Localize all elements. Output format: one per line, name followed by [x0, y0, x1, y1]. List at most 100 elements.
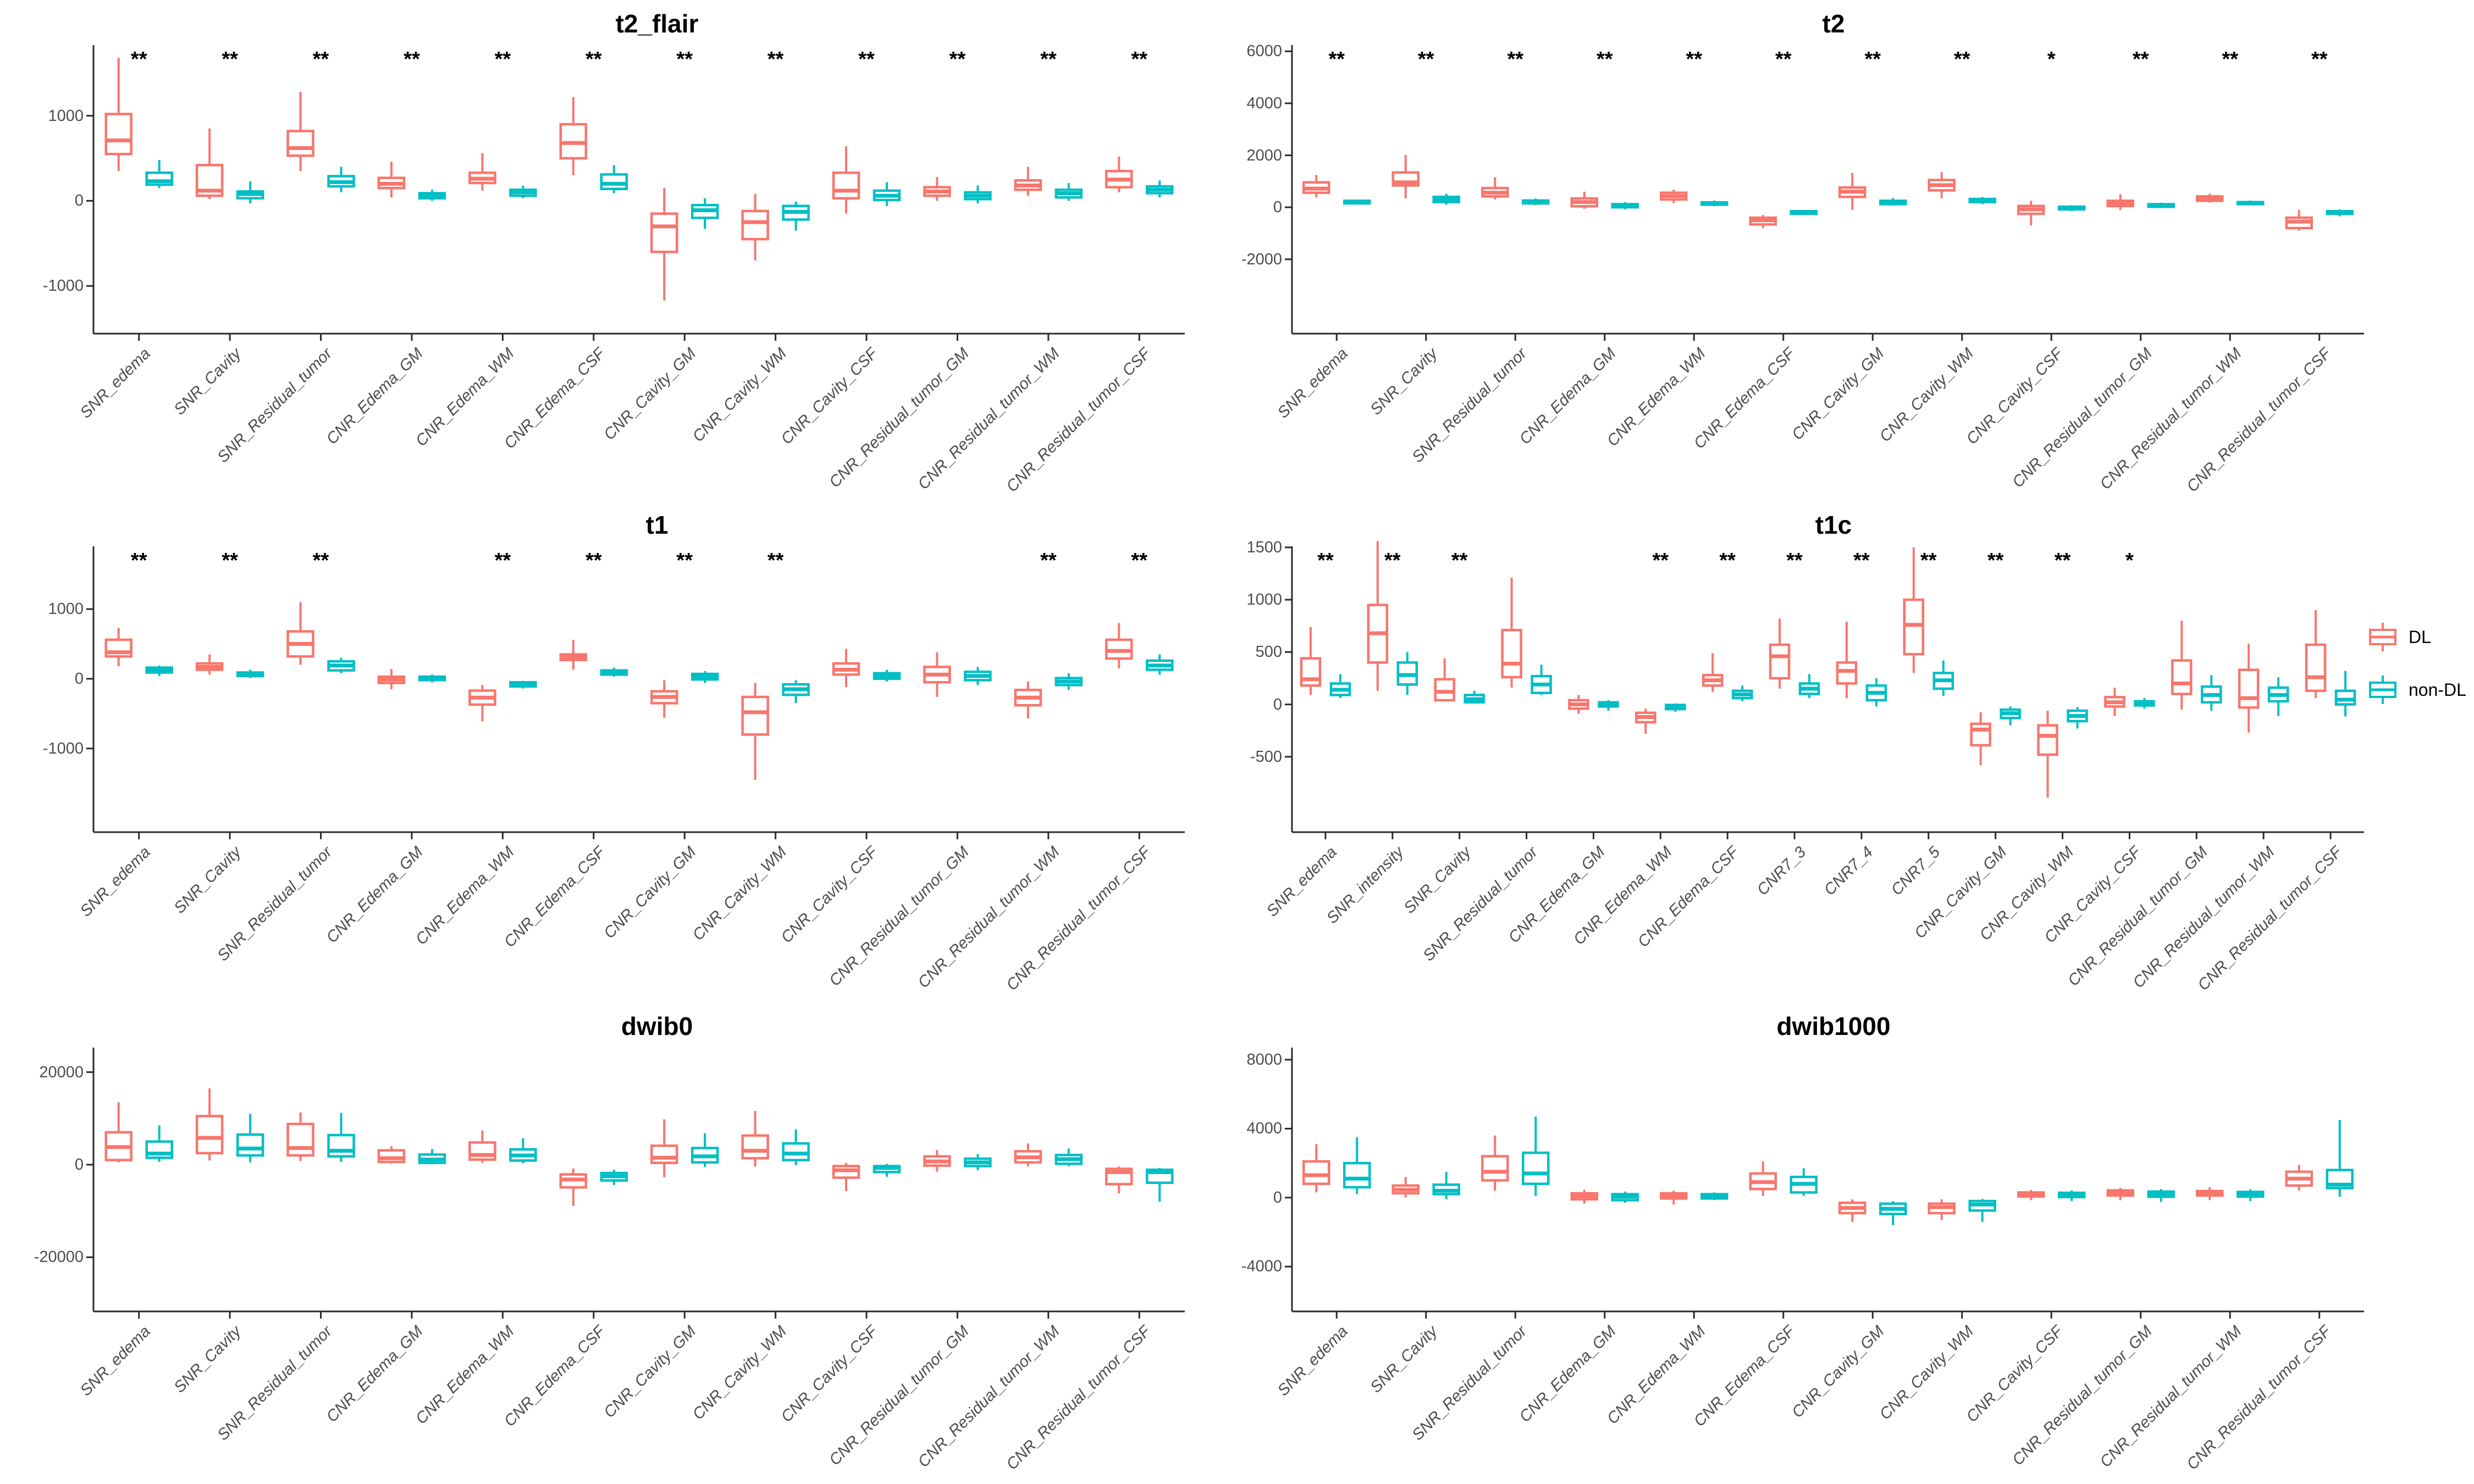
x-axis-labels: SNR_edema SNR_Cavity SNR_Residual_tumor CNR…	[77, 334, 1221, 496]
x-axis-labels: SNR_edema SNR_Cavity SNR_Residual_tumor CNR…	[77, 832, 1221, 994]
y-tick-label: 20000	[39, 1063, 84, 1081]
x-tick-label: CNR_Residual_tumor_CSF	[1003, 345, 1155, 496]
x-tick-label: CNR7_4	[1820, 843, 1876, 899]
boxplot-DL-CNR_Residual_tumor_WM	[1014, 1143, 1042, 1167]
boxplot-non-DL-CNR_Edema_WM	[1665, 703, 1686, 712]
x-tick-label: SNR_Cavity	[1367, 1322, 1441, 1397]
boxplot-DL-CNR_Edema_GM	[377, 1146, 406, 1164]
boxplot-non-DL-CNR_Residual_tumor_CSF	[1146, 654, 1174, 675]
boxplot-DL-SNR_edema	[1302, 175, 1330, 198]
boxplot-non-DL-CNR_Edema_GM	[1611, 1191, 1639, 1203]
boxplot-non-DL-CNR_Residual_tumor_WM	[1054, 182, 1083, 201]
boxplot-non-DL-SNR_intensity	[1396, 652, 1418, 695]
y-tick-label: -1000	[42, 277, 84, 295]
significance-star: **	[1920, 549, 1937, 572]
x-tick-label: SNR_edema	[1274, 345, 1352, 422]
x-tick-label: CNR_Edema_WM	[1603, 345, 1709, 450]
boxplot-DL-CNR_Residual_tumor_CSF	[2305, 610, 2327, 699]
boxplot-non-DL-CNR_Residual_tumor_GM	[964, 185, 992, 204]
y-axis-labels: 1000 0 -1000	[22, 546, 93, 832]
boxplot-DL-CNR_Cavity_CSF	[2104, 688, 2125, 716]
boxplot-DL-CNR_Cavity_GM	[650, 1119, 678, 1177]
x-tick-label: CNR_Edema_GM	[323, 843, 427, 947]
boxplot-DL-CNR_Cavity_WM	[741, 683, 769, 780]
y-tick-label: -2000	[1241, 250, 1282, 268]
plot-area-t2_flair: ** ** ** ** ** ** ** ** ** ** ** **	[86, 45, 1185, 341]
boxplot-DL-SNR_Residual_tumor	[286, 1112, 314, 1161]
y-tick-label: 0	[1273, 695, 1282, 713]
boxplot-non-DL-CNR_Edema_WM	[509, 1138, 537, 1164]
significance-star: **	[767, 48, 784, 71]
x-tick-label: CNR_Cavity_WM	[1876, 1322, 1977, 1424]
boxplot-non-DL-CNR_Edema_CSF	[600, 165, 628, 193]
significance-star: **	[1864, 48, 1881, 71]
significance-star: **	[1451, 549, 1468, 572]
x-tick-label: CNR_Residual_tumor_CSF	[1003, 1322, 1155, 1474]
x-tick-label: CNR_Cavity_CSF	[778, 843, 881, 947]
x-tick-label: CNR_Cavity_CSF	[1963, 345, 2067, 448]
boxplot-DL-CNR_Edema_CSF	[1749, 215, 1777, 228]
significance-star: **	[1040, 549, 1057, 572]
boxplot-non-DL-CNR_Residual_tumor_CSF	[2326, 1120, 2354, 1197]
x-tick-label: CNR_Residual_tumor_CSF	[2194, 843, 2345, 994]
significance-star: **	[1507, 48, 1523, 71]
x-tick-label: CNR_Cavity_WM	[689, 843, 791, 944]
x-tick-label: CNR_Edema_CSF	[500, 843, 609, 951]
panel-title-dwib0: dwib0	[621, 1012, 693, 1040]
x-tick-label: SNR_edema	[76, 843, 154, 921]
boxplot-non-DL-CNR_Edema_GM	[418, 674, 446, 683]
significance-star: **	[1719, 549, 1736, 572]
boxplot-DL-CNR_Cavity_CSF	[2017, 1189, 2045, 1200]
boxplot-non-DL-CNR_Residual_tumor_GM	[2201, 675, 2222, 711]
boxplot-DL-SNR_edema	[104, 1102, 132, 1162]
x-tick-label: CNR_Edema_WM	[412, 843, 518, 949]
boxplot-DL-CNR_Cavity_CSF	[832, 146, 860, 214]
y-tick-label: 4000	[1246, 94, 1282, 112]
boxplot-DL-SNR_Residual_tumor	[286, 602, 314, 665]
boxplot-non-DL-CNR_Residual_tumor_GM	[964, 1154, 992, 1171]
boxplot-DL-CNR_Edema_WM	[1660, 1190, 1688, 1205]
y-tick-label: 0	[74, 669, 84, 688]
plot-area-dwib1000	[1285, 1048, 2364, 1319]
boxplot-non-DL-CNR_Cavity_WM	[1968, 197, 1996, 204]
x-tick-label: CNR_Cavity_CSF	[1963, 1322, 2067, 1426]
boxplot-DL-CNR_Cavity_CSF	[832, 649, 860, 688]
boxplot-non-DL-CNR_Cavity_CSF	[872, 182, 901, 206]
boxplot-DL-CNR_Cavity_CSF	[832, 1162, 860, 1192]
boxplot-DL-CNR_Residual_tumor_GM	[923, 1150, 951, 1172]
boxplot-DL-SNR_edema	[104, 628, 132, 667]
y-tick-label: 0	[1273, 1188, 1282, 1206]
boxplot-DL-SNR_Cavity	[195, 128, 224, 200]
panel-title-t1c: t1c	[1815, 511, 1852, 539]
facet-t2: t2 6000 4000 2000 0 -2000 ** ** ** ** ** ** ** ** * ** *…	[1221, 0, 2375, 496]
boxplot-non-DL-CNR_Residual_tumor_WM	[1054, 673, 1083, 690]
boxplot-DL-SNR_Residual_tumor	[1501, 578, 1522, 688]
boxplot-non-DL-SNR_Cavity	[236, 1114, 264, 1162]
boxplot-DL-CNR_Residual_tumor_GM	[2106, 1188, 2134, 1200]
significance-star: **	[495, 48, 511, 71]
boxplot-non-DL-CNR_Cavity_CSF	[2058, 1190, 2086, 1201]
y-tick-label: -1000	[42, 739, 84, 757]
boxplot-DL-CNR_Residual_tumor_CSF	[1105, 156, 1133, 192]
x-tick-label: CNR_Edema_CSF	[500, 345, 609, 453]
significance-star: **	[495, 549, 511, 572]
plot-area-dwib0	[86, 1048, 1185, 1319]
boxplot-DL-CNR_Residual_tumor_CSF	[1105, 623, 1133, 668]
non-dl-boxplot-key-icon	[2367, 674, 2399, 706]
x-tick-label: CNR_Edema_CSF	[1690, 1322, 1798, 1431]
x-tick-label: CNR_Cavity_GM	[600, 843, 700, 943]
boxplot-DL-CNR_Cavity_WM	[1928, 172, 1956, 198]
boxplot-non-DL-SNR_edema	[1329, 674, 1351, 699]
x-tick-label: CNR_Residual_tumor_CSF	[2183, 1322, 2334, 1474]
x-tick-label: CNR_Edema_GM	[1516, 345, 1620, 448]
panel-title-t2_flair: t2_flair	[615, 9, 699, 38]
x-axis-labels: SNR_edema SNR_intensity SNR_Cavity SNR_Resi…	[1263, 832, 2375, 994]
significance-star: **	[222, 549, 238, 572]
y-tick-label: 8000	[1246, 1050, 1282, 1068]
x-tick-label: CNR_Edema_CSF	[1690, 345, 1798, 453]
boxplot-DL-SNR_Residual_tumor	[1481, 177, 1509, 200]
x-tick-label: CNR_Cavity_GM	[600, 345, 700, 444]
facet-t1c: t1c 1500 1000 500 0 -500 ** ** ** ** ** ** ** ** ** ** *…	[1221, 495, 2375, 994]
y-tick-label: 6000	[1246, 42, 1282, 60]
significance-star: **	[586, 549, 602, 572]
